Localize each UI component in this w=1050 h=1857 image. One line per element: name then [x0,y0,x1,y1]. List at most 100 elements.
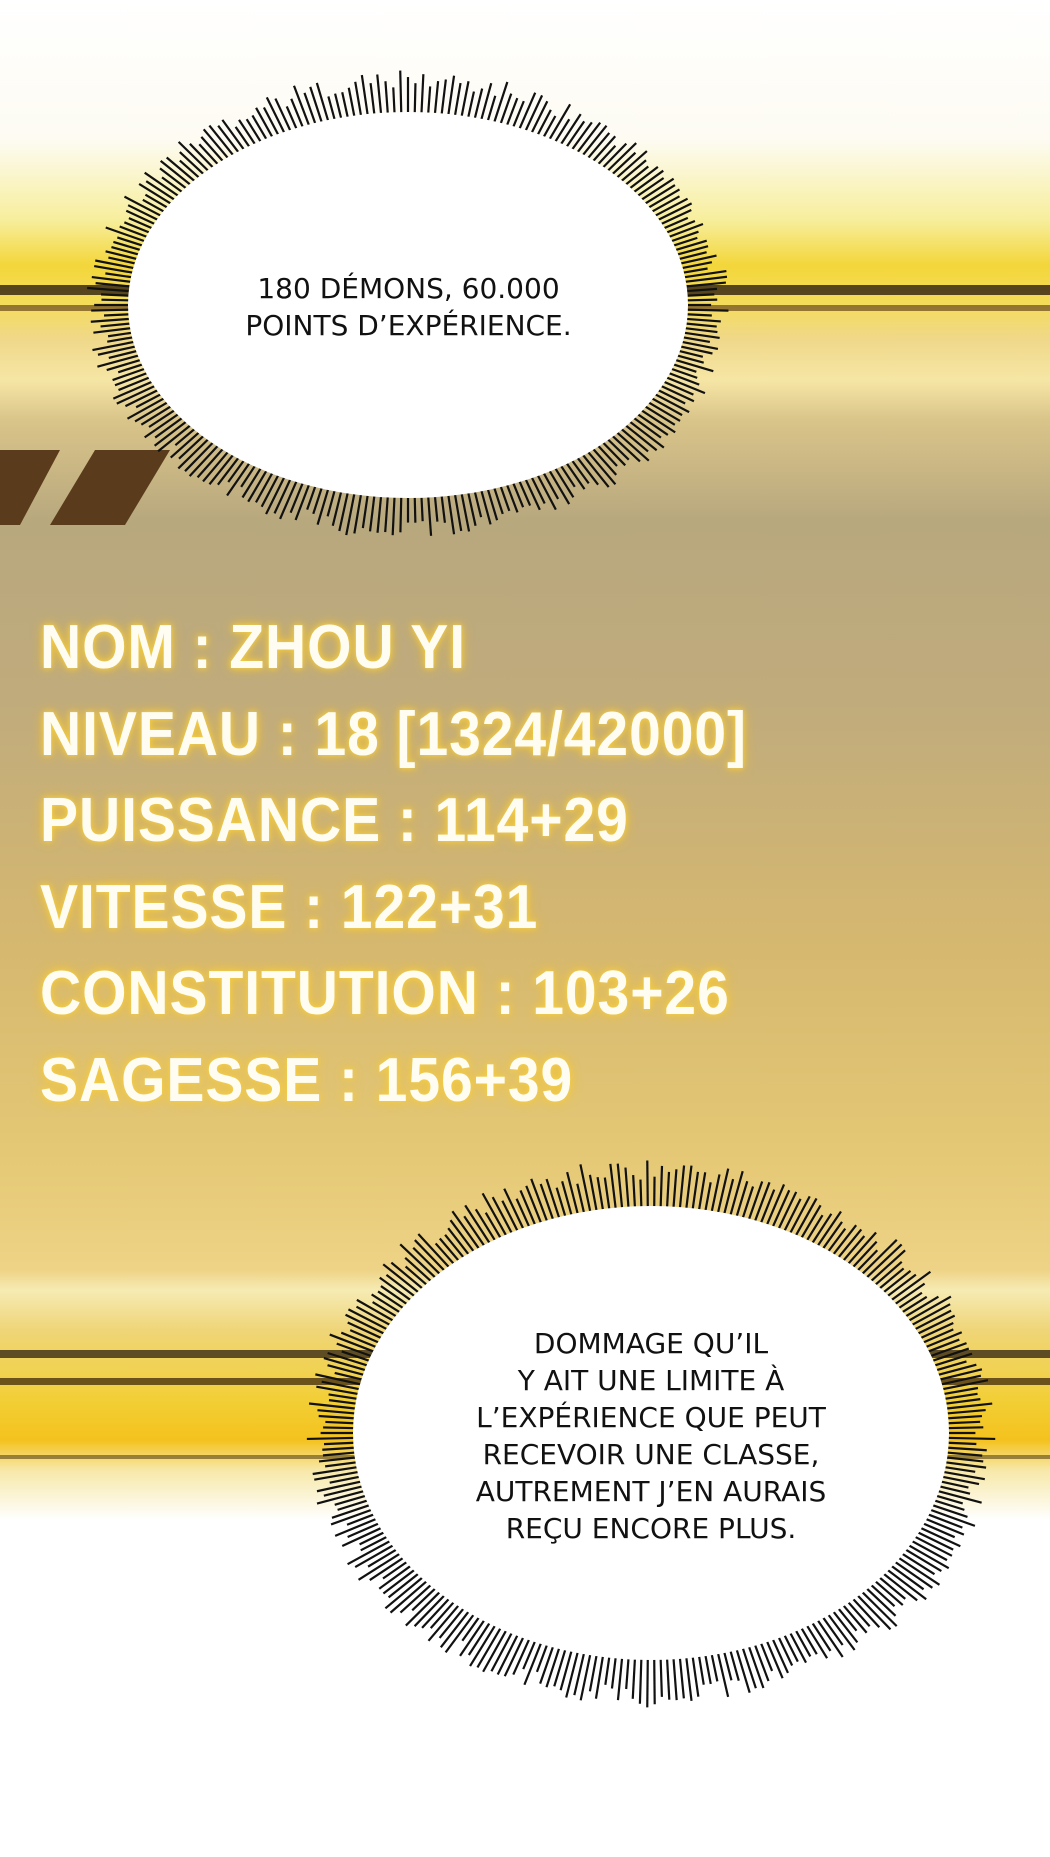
bubble-spike [519,1189,538,1229]
bubble-spike [154,415,186,439]
bubble-spike [667,230,699,244]
bubble-spike [545,1178,562,1222]
bubble-spike [691,1653,700,1697]
bubble-spike [208,451,237,486]
bubble-spike [433,493,439,522]
bubble-spike [101,298,133,302]
bubble-spike [463,1215,487,1250]
bubble-spike [594,1652,605,1699]
bubble-spike [579,1651,592,1701]
bubble-spike [681,326,718,334]
bubble-spike [111,246,142,257]
bubble-spike [523,475,541,511]
bubble-spike [498,93,513,128]
bubble-spike [174,426,198,447]
bubble-spike [467,1619,493,1656]
bubble-spike [529,100,549,137]
bubble-spike [404,1265,430,1288]
bubble-spike [898,1295,928,1315]
bubble-spike [613,150,648,181]
bubble-spike [378,1563,414,1590]
bubble-spike [134,399,171,423]
bubble-spike [179,159,203,181]
bubble-spike [746,1181,764,1223]
bubble-spike [387,1570,422,1599]
bubble-spike [345,1313,388,1336]
bubble-spike [648,195,681,215]
bubble-spike [863,1243,903,1281]
bubble-spike [590,135,617,165]
bubble-spike [588,1652,599,1692]
bubble-spike [522,1637,538,1670]
bubble-spike [504,97,519,129]
bubble-spike [535,471,557,511]
bubble-spike [490,1629,515,1672]
bubble-spike [334,1493,369,1506]
bubble-spike [569,121,593,153]
bubble-spike [634,177,665,199]
bubble-spike [683,317,721,323]
bubble-spike [498,482,511,512]
bubble-spike [940,1470,986,1481]
bubble-spike [87,286,133,293]
bubble-spike [217,454,242,486]
bubble-spike [439,1608,472,1648]
bubble-spike [596,1176,605,1214]
bubble-spike [776,1191,798,1233]
bubble-spike [600,439,627,467]
bubble-spike [682,281,726,288]
bubble-spike [247,467,270,503]
bubble-spike [323,1357,369,1373]
bubble-spike [317,1409,359,1415]
bubble-spike [609,432,641,463]
bubble-spike [369,1555,407,1581]
bubble-spike [622,422,658,452]
bubble-spike [308,1402,359,1410]
bubble-spike [341,1525,385,1548]
bubble-spike [622,165,649,188]
stat-wisdom: SAGESSE : 156+39 [40,1045,574,1115]
bubble-spike [941,1465,976,1473]
bubble-spike [161,176,186,195]
bubble-spike [512,1635,532,1676]
bubble-spike [144,193,171,211]
bubble-spike [541,115,557,141]
bubble-spike [123,221,153,235]
bubble-spike [105,226,149,244]
speech-bubble-spikes [87,70,996,1708]
bubble-spike [347,1521,383,1539]
bubble-spike [933,1360,967,1373]
bubble-spike [525,1185,544,1227]
bubble-spike [379,1276,414,1303]
bubble-spike [648,395,683,417]
bubble-spike [895,1555,941,1586]
bubble-spike [116,236,146,248]
bubble-spike [421,1595,452,1629]
bubble-spike [782,1631,799,1663]
bubble-spike [517,92,537,133]
bubble-spike [107,335,137,343]
bubble-spike [830,1608,859,1644]
bubble-spike [449,1219,477,1255]
bubble-spike [323,1484,366,1497]
bubble-spike [645,188,681,211]
bubble-spike [503,1188,526,1233]
bubble-spike [679,267,708,275]
bubble-spike [872,1261,903,1288]
bubble-spike [517,477,532,507]
bubble-spike [657,383,695,403]
bubble-spike [511,479,525,508]
bubble-spike [670,362,697,373]
bubble-spike [641,184,676,207]
bubble-spike [446,75,456,119]
bubble-spike [922,1331,963,1350]
bubble-spike [316,1479,365,1493]
bubble-spike [868,1581,896,1607]
bubble-spike [177,436,212,470]
bubble-spike [331,488,344,527]
bubble-spike [787,1195,811,1237]
speech-bubble-top [128,112,688,498]
bubble-spike [337,1498,371,1511]
bubble-spike [740,1644,757,1689]
bubble-spike [511,100,525,131]
